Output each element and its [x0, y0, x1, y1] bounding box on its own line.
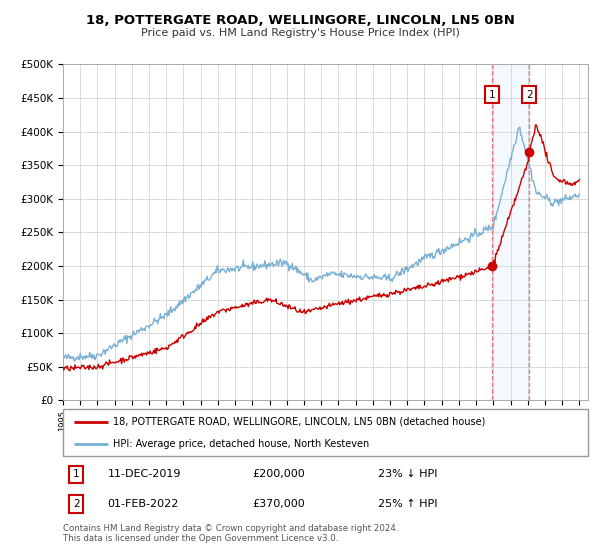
Text: 1: 1	[489, 90, 496, 100]
Text: 23% ↓ HPI: 23% ↓ HPI	[378, 469, 437, 479]
Text: 18, POTTERGATE ROAD, WELLINGORE, LINCOLN, LN5 0BN (detached house): 18, POTTERGATE ROAD, WELLINGORE, LINCOLN…	[113, 417, 485, 427]
Text: HPI: Average price, detached house, North Kesteven: HPI: Average price, detached house, Nort…	[113, 438, 369, 449]
Text: 01-FEB-2022: 01-FEB-2022	[107, 499, 179, 509]
Text: 2: 2	[526, 90, 532, 100]
Text: 2: 2	[73, 499, 79, 509]
Text: 11-DEC-2019: 11-DEC-2019	[107, 469, 181, 479]
Text: 25% ↑ HPI: 25% ↑ HPI	[378, 499, 437, 509]
Text: Price paid vs. HM Land Registry's House Price Index (HPI): Price paid vs. HM Land Registry's House …	[140, 28, 460, 38]
Text: 18, POTTERGATE ROAD, WELLINGORE, LINCOLN, LN5 0BN: 18, POTTERGATE ROAD, WELLINGORE, LINCOLN…	[86, 14, 514, 27]
Text: £370,000: £370,000	[252, 499, 305, 509]
FancyBboxPatch shape	[63, 409, 588, 456]
Text: Contains HM Land Registry data © Crown copyright and database right 2024.
This d: Contains HM Land Registry data © Crown c…	[63, 524, 398, 543]
Text: 1: 1	[73, 469, 79, 479]
Bar	[492, 64, 529, 400]
Text: £200,000: £200,000	[252, 469, 305, 479]
